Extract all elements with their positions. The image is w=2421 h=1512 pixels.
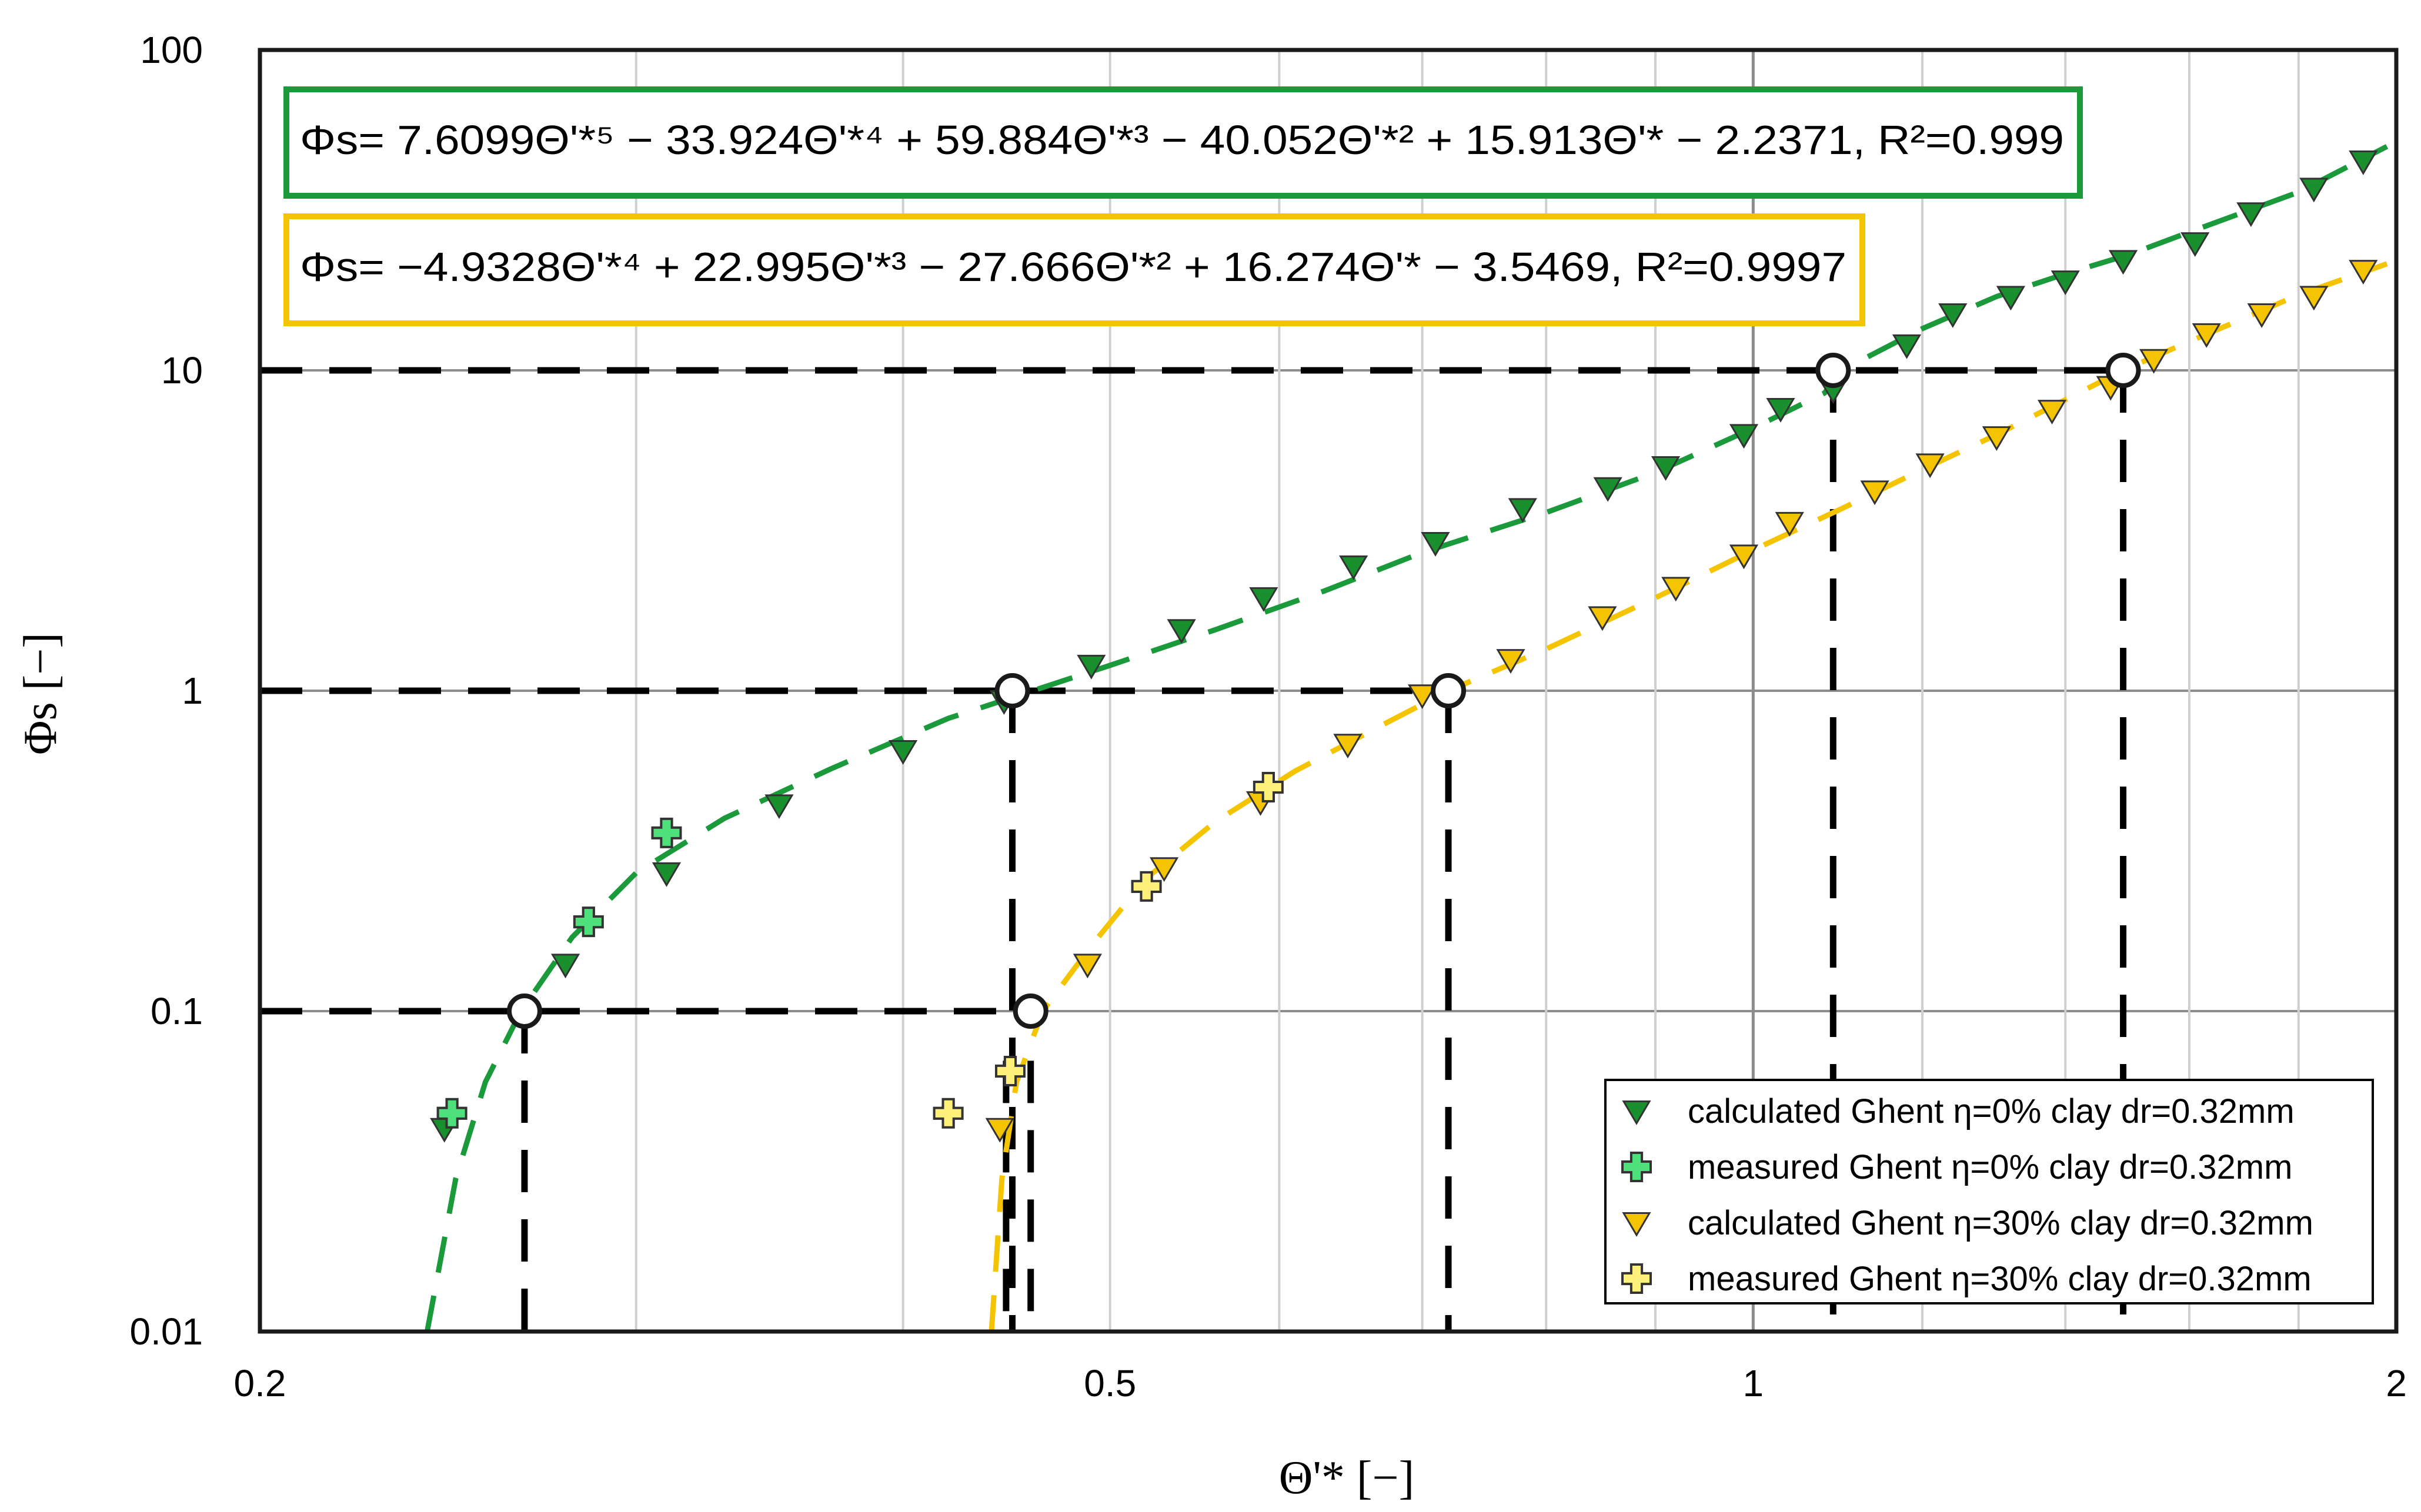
x-axis-label: Θ'* [−] — [1279, 1452, 1415, 1504]
legend-label-3: measured Ghent η=30% clay dr=0.32mm — [1688, 1260, 2312, 1298]
series-2-marker — [1860, 480, 1889, 506]
legend-label-2: calculated Ghent η=30% clay dr=0.32mm — [1688, 1204, 2313, 1242]
x-tick-label: 0.2 — [234, 1362, 286, 1404]
reference-point-circle — [994, 673, 1030, 708]
series-0-marker — [1167, 619, 1196, 644]
series-0-marker — [1339, 555, 1368, 580]
y-tick-label: 1 — [182, 670, 203, 712]
legend-label-0: calculated Ghent η=0% clay dr=0.32mm — [1688, 1092, 2295, 1130]
series-1-marker — [651, 817, 682, 848]
series-0-marker — [1766, 397, 1795, 423]
series-0-marker — [1892, 334, 1922, 359]
series-2-marker — [1496, 649, 1525, 674]
reference-point-circle — [506, 993, 542, 1029]
series-2-marker — [2037, 400, 2067, 424]
series-0-marker — [1651, 456, 1681, 481]
reference-point-circle — [1431, 673, 1467, 708]
series-0-marker — [2299, 178, 2329, 203]
series-2-marker — [1915, 453, 1945, 479]
series-1-marker — [436, 1098, 467, 1129]
series-2-marker — [2192, 323, 2221, 348]
series-2-marker — [2247, 303, 2276, 328]
tick-labels: 0.01 0.1 1 10 100 0.2 0.5 1 2 — [129, 29, 2406, 1404]
equation-box-green-frame — [283, 86, 2083, 199]
series-2-marker — [2139, 349, 2169, 374]
x-tick-label: 1 — [1743, 1362, 1764, 1404]
reference-point-circle — [1013, 993, 1048, 1029]
plot-frame — [258, 48, 2399, 1334]
series-2-marker — [985, 1118, 1014, 1143]
equation-box-yellow-frame — [283, 213, 1865, 326]
series-0-marker — [2180, 232, 2210, 257]
legend-frame — [1604, 1079, 2374, 1304]
series-0-marker — [2349, 150, 2378, 175]
series-3-marker — [1131, 871, 1162, 902]
series-2-marker — [1661, 577, 1691, 602]
series-0-marker — [1421, 531, 1450, 557]
legend-marker-2 — [1622, 1212, 1651, 1237]
series-0-marker — [1249, 587, 1278, 612]
series-0-marker — [1938, 303, 1968, 328]
legend-marker-3 — [1621, 1263, 1652, 1294]
equation-box-green: Φs= 7.6099Θ'*⁵ − 33.924Θ'*⁴ + 59.884Θ'*³… — [283, 86, 2083, 199]
series-2-marker — [2349, 260, 2378, 285]
series-0-marker — [2051, 270, 2080, 295]
series-1-marker — [573, 906, 604, 938]
reference-points — [506, 353, 2141, 1029]
series-0-marker — [1729, 424, 1759, 449]
series-2-marker — [2299, 286, 2329, 311]
legend-marker-0 — [1622, 1100, 1651, 1125]
series-2-marker — [1333, 734, 1363, 759]
y-tick-label: 100 — [140, 29, 203, 71]
series-0-marker — [652, 862, 682, 887]
legend-marker-1 — [1621, 1152, 1652, 1182]
equation-green-text: Φs= 7.6099Θ'*⁵ − 33.924Θ'*⁴ + 59.884Θ'*³… — [300, 117, 2064, 163]
data-markers — [430, 150, 2378, 1143]
series-3-marker — [994, 1055, 1026, 1086]
y-tick-label: 0.1 — [151, 990, 203, 1032]
series-2-marker — [1407, 684, 1437, 710]
equation-box-yellow: Φs= −4.9328Θ'*⁴ + 22.995Θ'*³ − 27.666Θ'*… — [283, 213, 1865, 326]
series-2-marker — [1073, 954, 1103, 979]
series-0-marker — [889, 740, 918, 765]
series-2-marker — [1588, 606, 1617, 631]
series-2-marker — [1729, 544, 1759, 570]
x-tick-label: 2 — [2386, 1362, 2407, 1404]
reference-point-circle — [1815, 353, 1851, 388]
equation-yellow-text: Φs= −4.9328Θ'*⁴ + 22.995Θ'*³ − 27.666Θ'*… — [300, 244, 1846, 290]
series-2-marker — [1150, 857, 1179, 882]
series-0-marker — [764, 794, 794, 819]
y-tick-label: 10 — [161, 349, 203, 392]
reference-point-circle — [2105, 353, 2141, 388]
series-3-marker — [1253, 772, 1284, 803]
x-tick-label: 0.5 — [1084, 1362, 1136, 1404]
series-0-marker — [2236, 202, 2266, 228]
series-3-marker — [933, 1098, 964, 1129]
y-tick-label: 0.01 — [129, 1310, 203, 1353]
legend: calculated Ghent η=0% clay dr=0.32mm meas… — [1604, 1079, 2374, 1304]
y-axis-label: Φs [−] — [15, 633, 66, 755]
series-0-marker — [550, 954, 580, 979]
legend-label-1: measured Ghent η=0% clay dr=0.32mm — [1688, 1148, 2292, 1186]
series-2-marker — [1775, 511, 1804, 537]
series-0-marker — [1996, 286, 2026, 311]
series-2-marker — [1982, 426, 2011, 451]
series-0-marker — [2108, 250, 2138, 275]
series-0-marker — [1077, 654, 1106, 680]
series-0-marker — [1508, 498, 1537, 523]
series-0-marker — [1593, 477, 1622, 502]
